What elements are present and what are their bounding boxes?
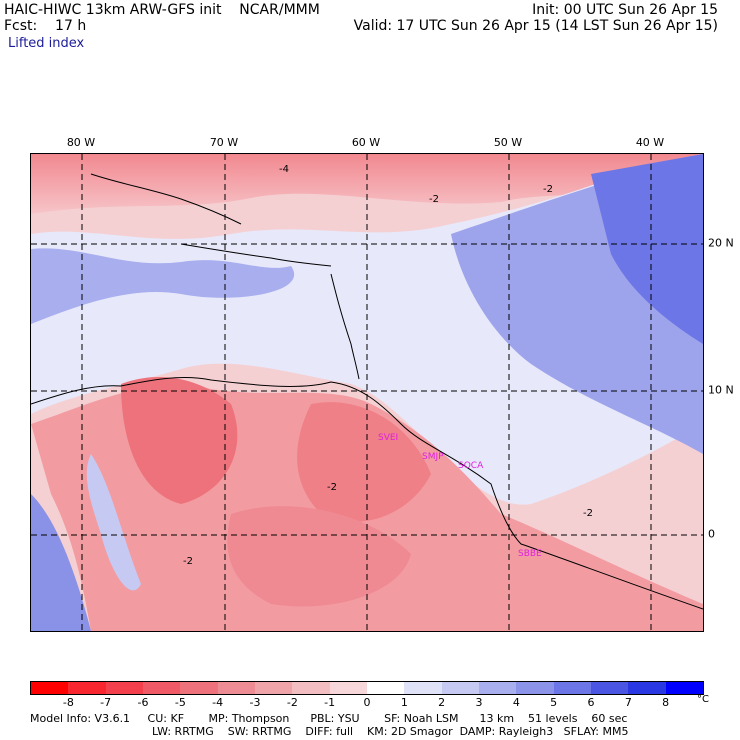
station-label-sbbe: SBBE — [518, 549, 542, 559]
colorbar-tick-label: 5 — [550, 696, 558, 709]
colorbar-swatch — [254, 682, 293, 694]
colorbar-tick-label: -3 — [249, 696, 261, 709]
colorbar-swatch — [553, 682, 591, 694]
andes-neutral-strip — [86, 454, 141, 591]
colorbar-swatch — [180, 682, 218, 694]
lat-label-10n: 10 N — [708, 383, 734, 397]
contour-label: -4 — [279, 164, 289, 175]
valid-time: Valid: 17 UTC Sun 26 Apr 15 (14 LST Sun … — [353, 18, 718, 34]
colorbar-swatch — [105, 682, 143, 694]
lon-label-60w: 60 W — [351, 136, 381, 149]
model-info-line-2: LW: RRTMG SW: RRTMG DIFF: full KM: 2D Sm… — [152, 725, 629, 738]
contour-label: -2 — [543, 184, 553, 195]
pacific-positive-region — [31, 494, 91, 631]
colorbar-tick-label: 7 — [624, 696, 632, 709]
contour-labels: -4 -2 -2 -2 -2 -2 — [183, 164, 593, 567]
colorbar-swatch — [142, 682, 181, 694]
colorbar-tick-label: 8 — [662, 696, 670, 709]
field-name: Lifted index — [8, 36, 85, 51]
colorbar-swatch — [441, 682, 479, 694]
colorbar-tick-label: -5 — [174, 696, 186, 709]
colorbar-tick-label: -2 — [286, 696, 298, 709]
lifted-index-map: -4 -2 -2 -2 -2 -2 — [30, 153, 704, 632]
colombia-negative-core — [121, 376, 238, 504]
colorbar-tick-label: 2 — [438, 696, 446, 709]
contour-label: -2 — [583, 508, 593, 519]
colorbar-tick-label: -7 — [100, 696, 112, 709]
station-label-smjp: SMJP — [422, 452, 444, 462]
colorbar-swatch — [366, 682, 405, 694]
colorbar-swatch — [329, 682, 367, 694]
colorbar-swatch — [404, 682, 442, 694]
colorbar-swatch — [68, 682, 106, 694]
model-title: HAIC-HIWC 13km ARW-GFS init NCAR/MMM — [4, 2, 320, 18]
colorbar-swatch — [516, 682, 554, 694]
station-label-soca: SOCA — [458, 461, 484, 471]
lon-label-80w: 80 W — [66, 136, 96, 149]
contour-label: -2 — [429, 194, 439, 205]
lon-label-40w: 40 W — [635, 136, 665, 149]
lon-label-70w: 70 W — [209, 136, 239, 149]
amazon-negative-core — [227, 506, 411, 607]
init-time: Init: 00 UTC Sun 26 Apr 15 — [532, 2, 718, 18]
colorbar-swatch — [217, 682, 255, 694]
colorbar-tick-label: -8 — [62, 696, 74, 709]
colorbar-swatch — [628, 682, 666, 694]
lat-label-20n: 20 N — [708, 236, 734, 250]
guiana-negative-core — [297, 402, 431, 522]
station-label-svei: SVEI — [378, 433, 399, 443]
map-canvas: -4 -2 -2 -2 -2 -2 — [31, 154, 703, 631]
colorbar-tick-label: 0 — [363, 696, 371, 709]
colorbar-unit: °C — [697, 694, 709, 705]
caribbean-positive-region — [31, 248, 295, 324]
model-info-line-1: Model Info: V3.6.1 CU: KF MP: Thompson P… — [30, 712, 628, 725]
graticule — [31, 154, 703, 631]
colorbar-tick-label: 1 — [400, 696, 408, 709]
contour-label: -2 — [327, 482, 337, 493]
colorbar-tick-label: -1 — [324, 696, 336, 709]
atlantic-strong-positive-region — [591, 154, 703, 344]
colorbar-swatch — [590, 682, 629, 694]
colorbar-swatch — [31, 682, 69, 694]
lat-label-0: 0 — [708, 527, 715, 541]
lon-label-50w: 50 W — [493, 136, 523, 149]
colorbar-tick-label: -6 — [137, 696, 149, 709]
colorbar-tick-label: 6 — [587, 696, 595, 709]
colorbar-swatch — [665, 682, 703, 694]
colorbar-tick-label: 3 — [475, 696, 483, 709]
forecast-hour: Fcst: 17 h — [4, 18, 87, 34]
colorbar-swatch — [478, 682, 517, 694]
coastlines — [31, 173, 703, 610]
colorbar — [30, 681, 704, 695]
contour-label: -2 — [183, 556, 193, 567]
colorbar-swatch — [292, 682, 330, 694]
colorbar-tick-label: -4 — [212, 696, 224, 709]
colorbar-tick-label: 4 — [512, 696, 520, 709]
